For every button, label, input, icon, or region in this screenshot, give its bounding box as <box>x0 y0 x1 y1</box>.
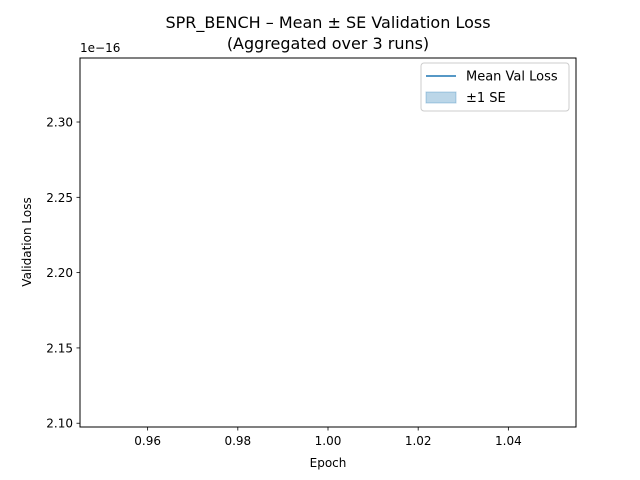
y-tick-label: 2.10 <box>46 417 73 431</box>
plot-area <box>80 58 576 427</box>
x-tick-label: 0.96 <box>134 434 161 448</box>
y-axis-label: Validation Loss <box>20 197 34 286</box>
y-tick-label: 2.20 <box>46 266 73 280</box>
legend-label-mean: Mean Val Loss <box>466 70 558 85</box>
y-tick-label: 2.30 <box>46 116 73 130</box>
x-tick-label: 1.00 <box>315 434 342 448</box>
y-offset-label: 1e−16 <box>80 41 120 55</box>
x-tick-label: 1.02 <box>405 434 432 448</box>
y-axis-ticks: 2.10 2.15 2.20 2.25 2.30 <box>46 116 80 431</box>
chart-title: SPR_BENCH – Mean ± SE Validation Loss <box>165 13 490 33</box>
x-axis-ticks: 0.96 0.98 1.00 1.02 1.04 <box>134 427 522 448</box>
legend-box <box>420 62 570 112</box>
x-tick-label: 0.98 <box>224 434 251 448</box>
plot-frame <box>79 57 577 428</box>
legend-band-swatch <box>425 91 457 104</box>
x-axis-label: Epoch <box>310 456 347 470</box>
legend-label-se: ±1 SE <box>466 91 506 106</box>
legend: Mean Val Loss ±1 SE <box>420 62 570 112</box>
y-tick-label: 2.25 <box>46 191 73 205</box>
y-tick-label: 2.15 <box>46 341 73 355</box>
x-tick-label: 1.04 <box>495 434 522 448</box>
chart-subtitle: (Aggregated over 3 runs) <box>227 34 429 53</box>
